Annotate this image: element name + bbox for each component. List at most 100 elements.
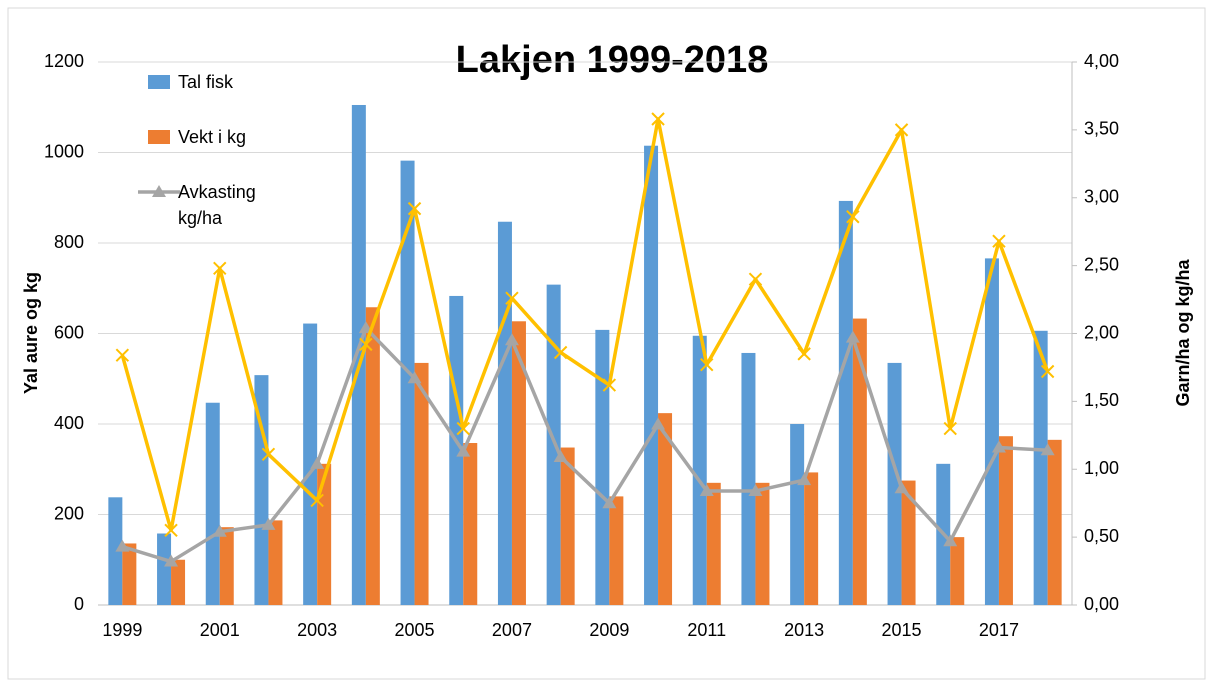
bar	[755, 482, 770, 605]
bar	[998, 436, 1013, 605]
marker	[991, 440, 1006, 453]
bar	[950, 537, 965, 605]
marker	[651, 417, 666, 430]
bar	[317, 463, 332, 605]
marker	[894, 481, 909, 494]
bar	[887, 362, 902, 605]
marker	[845, 330, 860, 343]
marker	[505, 291, 519, 305]
bar	[546, 284, 561, 605]
y-tick-label: 1200	[44, 51, 84, 71]
marker	[115, 539, 130, 552]
x-tick-label: 2011	[687, 620, 726, 640]
bar	[706, 482, 721, 605]
marker	[992, 234, 1006, 248]
marker	[699, 483, 714, 496]
y2-tick-label: 3,00	[1084, 187, 1119, 207]
bar	[804, 472, 819, 605]
marker	[407, 201, 422, 216]
marker	[407, 371, 422, 384]
x-tick-label: 2001	[200, 620, 240, 640]
marker	[651, 112, 665, 126]
x-tick-label: 2013	[784, 620, 824, 640]
bar	[171, 559, 186, 605]
y2-tick-label: 2,50	[1084, 254, 1119, 274]
y2-axis-title: Garn/ha og kg/ha	[1173, 259, 1193, 407]
bar	[219, 527, 234, 605]
marker	[553, 450, 568, 463]
marker	[504, 333, 519, 346]
marker	[943, 421, 957, 436]
legend-label: Vekt i kg	[178, 127, 247, 147]
marker	[602, 378, 617, 392]
marker	[797, 473, 812, 486]
marker	[846, 210, 860, 224]
bar	[1033, 330, 1048, 605]
marker	[310, 456, 325, 469]
y-tick-label: 1000	[44, 141, 84, 161]
chart-title: Lakjen 1999-2018	[456, 39, 769, 81]
bar	[901, 480, 916, 605]
x-tick-label: 2005	[395, 620, 435, 640]
bar	[692, 335, 707, 605]
marker	[1040, 364, 1055, 379]
x-tick-label: 2003	[297, 620, 337, 640]
marker	[261, 447, 276, 462]
legend-label: Avkasting kg/ha	[178, 182, 256, 228]
line	[120, 117, 1050, 533]
marker	[164, 523, 178, 538]
bar	[303, 323, 318, 605]
y-tick-label: 800	[54, 232, 84, 252]
legend-label: Tal fisk	[178, 72, 234, 92]
y2-tick-label: 0,50	[1084, 526, 1119, 546]
line	[121, 326, 1048, 564]
bar	[400, 160, 415, 605]
x-tick-label: 2007	[492, 620, 532, 640]
marker	[359, 337, 373, 352]
bar	[108, 497, 123, 605]
marker	[115, 348, 130, 362]
marker	[602, 496, 617, 509]
marker	[894, 123, 909, 137]
bar	[511, 321, 526, 605]
marker	[700, 358, 714, 372]
bar	[157, 533, 172, 605]
bar	[984, 258, 999, 605]
y-tick-label: 0	[74, 594, 84, 614]
y2-tick-label: 0,00	[1084, 594, 1119, 614]
y2-tick-label: 2,00	[1084, 322, 1119, 342]
marker	[310, 493, 324, 508]
marker	[748, 483, 763, 496]
bar	[852, 318, 867, 605]
bar	[595, 329, 610, 605]
x-tick-label: 2017	[979, 620, 1019, 640]
marker	[1040, 443, 1055, 456]
marker	[456, 444, 471, 457]
marker	[553, 345, 568, 360]
legend-swatch	[148, 130, 170, 144]
marker	[456, 421, 470, 436]
bar	[560, 447, 575, 605]
y2-tick-label: 1,00	[1084, 458, 1119, 478]
y2-tick-label: 3,50	[1084, 119, 1119, 139]
legend-swatch	[152, 185, 166, 197]
y-tick-label: 200	[54, 503, 84, 523]
bar	[254, 375, 269, 605]
bar	[122, 543, 137, 605]
bar	[658, 413, 673, 605]
bar	[365, 307, 380, 605]
y-axis-title: Yal aure og kg	[21, 272, 41, 394]
marker	[797, 347, 811, 361]
marker	[943, 534, 958, 547]
x-tick-label: 1999	[102, 620, 142, 640]
bar	[1047, 439, 1062, 605]
bar	[609, 496, 624, 605]
bar	[414, 362, 429, 605]
y2-tick-label: 4,00	[1084, 51, 1119, 71]
marker	[164, 554, 179, 567]
marker	[212, 524, 227, 537]
bar	[790, 424, 805, 605]
y-tick-label: 400	[54, 413, 84, 433]
